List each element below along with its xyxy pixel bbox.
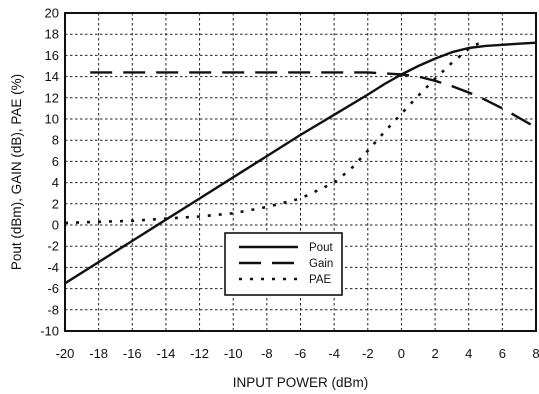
legend-label: Gain bbox=[309, 258, 333, 270]
x-tick-label: 6 bbox=[499, 346, 506, 361]
x-tick-label: -4 bbox=[328, 346, 340, 361]
y-tick-label: 20 bbox=[45, 6, 59, 21]
y-axis-label: Pout (dBm), GAIN (dB), PAE (%) bbox=[9, 74, 24, 270]
y-tick-label: -10 bbox=[40, 324, 59, 339]
y-tick-labels: -10 -8 -6 -4 -2 0 2 4 6 8 10 12 14 16 18 20 bbox=[40, 6, 59, 339]
y-tick-label: 8 bbox=[52, 133, 59, 148]
series-line-pout bbox=[64, 41, 537, 285]
y-tick-label: 18 bbox=[45, 27, 59, 42]
x-tick-label: -2 bbox=[362, 346, 374, 361]
x-axis-label: INPUT POWER (dBm) bbox=[233, 375, 369, 390]
y-tick-label: 0 bbox=[52, 218, 59, 233]
legend: Pout Gain PAE bbox=[224, 232, 343, 296]
y-tick-label: 10 bbox=[45, 112, 59, 127]
x-tick-label: -18 bbox=[89, 346, 108, 361]
series-lines bbox=[64, 38, 537, 285]
y-tick-label: 2 bbox=[52, 196, 59, 211]
x-tick-label: 0 bbox=[398, 346, 405, 361]
y-tick-label: 6 bbox=[52, 154, 59, 169]
x-tick-label: -16 bbox=[123, 346, 142, 361]
legend-label: PAE bbox=[309, 274, 331, 286]
x-tick-label: -12 bbox=[190, 346, 209, 361]
y-tick-label: -8 bbox=[47, 302, 59, 317]
y-tick-label: 16 bbox=[45, 48, 59, 63]
x-tick-label: -10 bbox=[224, 346, 243, 361]
y-tick-label: -2 bbox=[47, 239, 59, 254]
y-tick-label: -4 bbox=[47, 260, 59, 275]
y-tick-label: 14 bbox=[45, 69, 59, 84]
x-tick-label: -14 bbox=[157, 346, 176, 361]
legend-label: Pout bbox=[309, 242, 333, 254]
series-line-pae bbox=[64, 38, 487, 225]
x-tick-label: -20 bbox=[56, 346, 75, 361]
x-tick-label: 8 bbox=[532, 346, 539, 361]
y-tick-label: -6 bbox=[47, 281, 59, 296]
x-tick-label: 2 bbox=[431, 346, 438, 361]
y-tick-label: 12 bbox=[45, 90, 59, 105]
x-tick-labels: -20 -18 -16 -14 -12 -10 -8 -6 -4 -2 0 2 4 6 8 bbox=[56, 346, 539, 361]
x-tick-label: 4 bbox=[465, 346, 472, 361]
y-tick-label: 4 bbox=[52, 175, 59, 190]
x-tick-label: -8 bbox=[261, 346, 273, 361]
plot-frame bbox=[64, 12, 537, 332]
x-tick-label: -6 bbox=[295, 346, 307, 361]
